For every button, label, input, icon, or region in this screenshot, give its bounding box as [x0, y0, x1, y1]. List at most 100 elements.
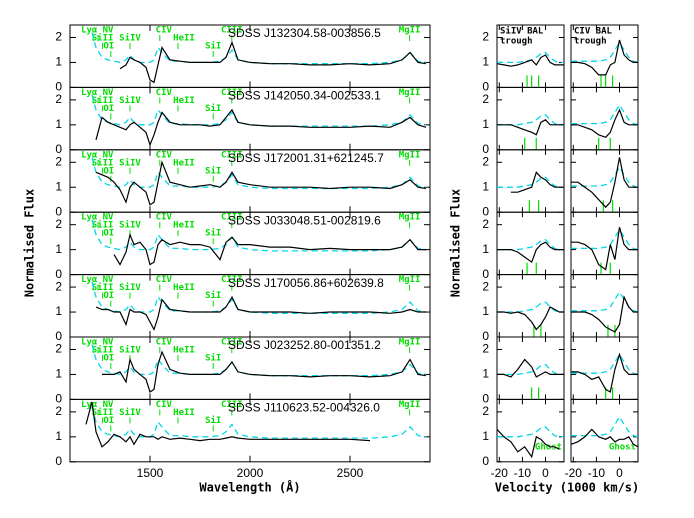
object-name: SDSS J023252.80-001351.2: [228, 338, 381, 352]
line-label: SiII: [92, 282, 114, 293]
y-tick-label: 0: [55, 454, 62, 468]
line-label: SiIV: [119, 95, 141, 106]
y-tick-label: 0: [55, 392, 62, 406]
y-tick-label: 2: [55, 279, 62, 293]
trough-label: trough: [500, 37, 533, 47]
velocity-profile: [571, 352, 638, 393]
line-label: Lyα: [81, 150, 98, 160]
line-label: NV: [103, 150, 114, 160]
line-label: SiII: [92, 157, 114, 168]
line-label: OI: [103, 354, 114, 364]
trough-label: trough: [574, 37, 607, 47]
y-tick-label: 1: [55, 117, 62, 131]
line-label: HeII: [173, 346, 195, 356]
panel-frame: [496, 149, 565, 213]
y-tick-label: 2: [482, 279, 489, 293]
line-label: Lyα: [81, 88, 98, 98]
y-tick-label: 2: [482, 154, 489, 168]
x-axis-label: Velocity (1000 km/s): [495, 481, 640, 495]
y-tick-label: 0: [482, 204, 489, 218]
x-tick-label: -20: [565, 466, 583, 480]
composite-line: [497, 176, 564, 188]
panel-frame: [496, 211, 565, 276]
line-label: SiI: [205, 353, 221, 364]
velocity-profile: [496, 428, 560, 459]
spectrum-line: [95, 295, 426, 332]
line-label: CIV: [156, 275, 173, 285]
line-label: MgII: [399, 88, 421, 98]
y-tick-label: 0: [55, 80, 62, 94]
object-name: SDSS J033048.51-002819.6: [228, 213, 381, 227]
panel-frame: [496, 336, 565, 400]
line-label: OI: [103, 229, 114, 239]
line-label: SiII: [92, 345, 114, 356]
line-label: SiIV: [119, 33, 141, 44]
y-tick-label: 2: [55, 217, 62, 231]
line-label: CIV: [156, 338, 173, 348]
line-label: SiI: [205, 415, 221, 426]
velocity-profile: [571, 39, 638, 76]
line-label: SiIV: [119, 345, 141, 356]
y-tick-label: 1: [55, 429, 62, 443]
line-label: HeII: [173, 34, 195, 44]
y-tick-label: 0: [55, 142, 62, 156]
composite-line: [571, 103, 639, 126]
line-label: MgII: [399, 26, 421, 36]
line-label: OI: [103, 416, 114, 426]
line-label: Lyα: [81, 338, 98, 348]
y-tick-label: 2: [55, 92, 62, 106]
ghost-label: Ghost: [535, 442, 562, 452]
x-axis-label: Wavelength (Å): [199, 480, 300, 495]
y-tick-label: 2: [482, 92, 489, 106]
composite-line: [571, 228, 639, 251]
y-tick-label: 1: [55, 179, 62, 193]
y-tick-label: 2: [55, 30, 62, 44]
x-tick-label: 2000: [237, 466, 264, 480]
y-tick-label: 2: [55, 154, 62, 168]
line-label: Lyα: [81, 213, 98, 223]
object-name: SDSS J132304.58-003856.5: [228, 26, 381, 40]
y-tick-label: 1: [482, 429, 489, 443]
object-name: SDSS J110623.52-004326.0: [228, 401, 380, 415]
object-name: SDSS J172001.31+621245.7: [228, 151, 384, 165]
velocity-profile: [571, 157, 638, 209]
line-label: SiI: [205, 228, 221, 239]
trough-label: SiIV BAL: [500, 26, 544, 37]
velocity-profile: [570, 428, 639, 448]
line-label: CIII: [221, 275, 243, 285]
line-label: NV: [103, 400, 114, 410]
y-tick-label: 1: [482, 117, 489, 131]
line-label: NV: [103, 26, 114, 36]
line-label: NV: [103, 88, 114, 98]
line-label: SiIV: [119, 157, 141, 168]
y-tick-label: 0: [482, 454, 489, 468]
y-tick-label: 1: [55, 304, 62, 318]
line-label: CIV: [156, 150, 173, 160]
line-label: MgII: [399, 275, 421, 285]
velocity-profile: [497, 241, 564, 264]
velocity-profile: [510, 171, 564, 193]
line-label: HeII: [173, 158, 195, 168]
line-label: CIV: [156, 400, 173, 410]
spectrum-line: [85, 401, 371, 448]
composite-line: [497, 301, 564, 313]
line-label: SiI: [205, 290, 221, 301]
y-tick-label: 2: [482, 404, 489, 418]
object-name: SDSS J142050.34-002533.1: [228, 89, 381, 103]
x-tick-label: 0: [542, 466, 549, 480]
line-label: CIV: [156, 26, 173, 36]
panel-frame: [496, 86, 565, 151]
x-tick-label: 2500: [337, 466, 364, 480]
composite-line: [91, 406, 427, 439]
y-tick-label: 1: [482, 304, 489, 318]
line-label: CIV: [156, 213, 173, 223]
composite-line: [571, 166, 639, 188]
y-tick-label: 1: [482, 367, 489, 381]
line-label: MgII: [399, 213, 421, 223]
panel-frame: [570, 398, 639, 463]
line-label: HeII: [173, 408, 195, 418]
y-tick-label: 0: [55, 329, 62, 343]
x-tick-label: -10: [588, 466, 606, 480]
composite-line: [91, 219, 427, 252]
